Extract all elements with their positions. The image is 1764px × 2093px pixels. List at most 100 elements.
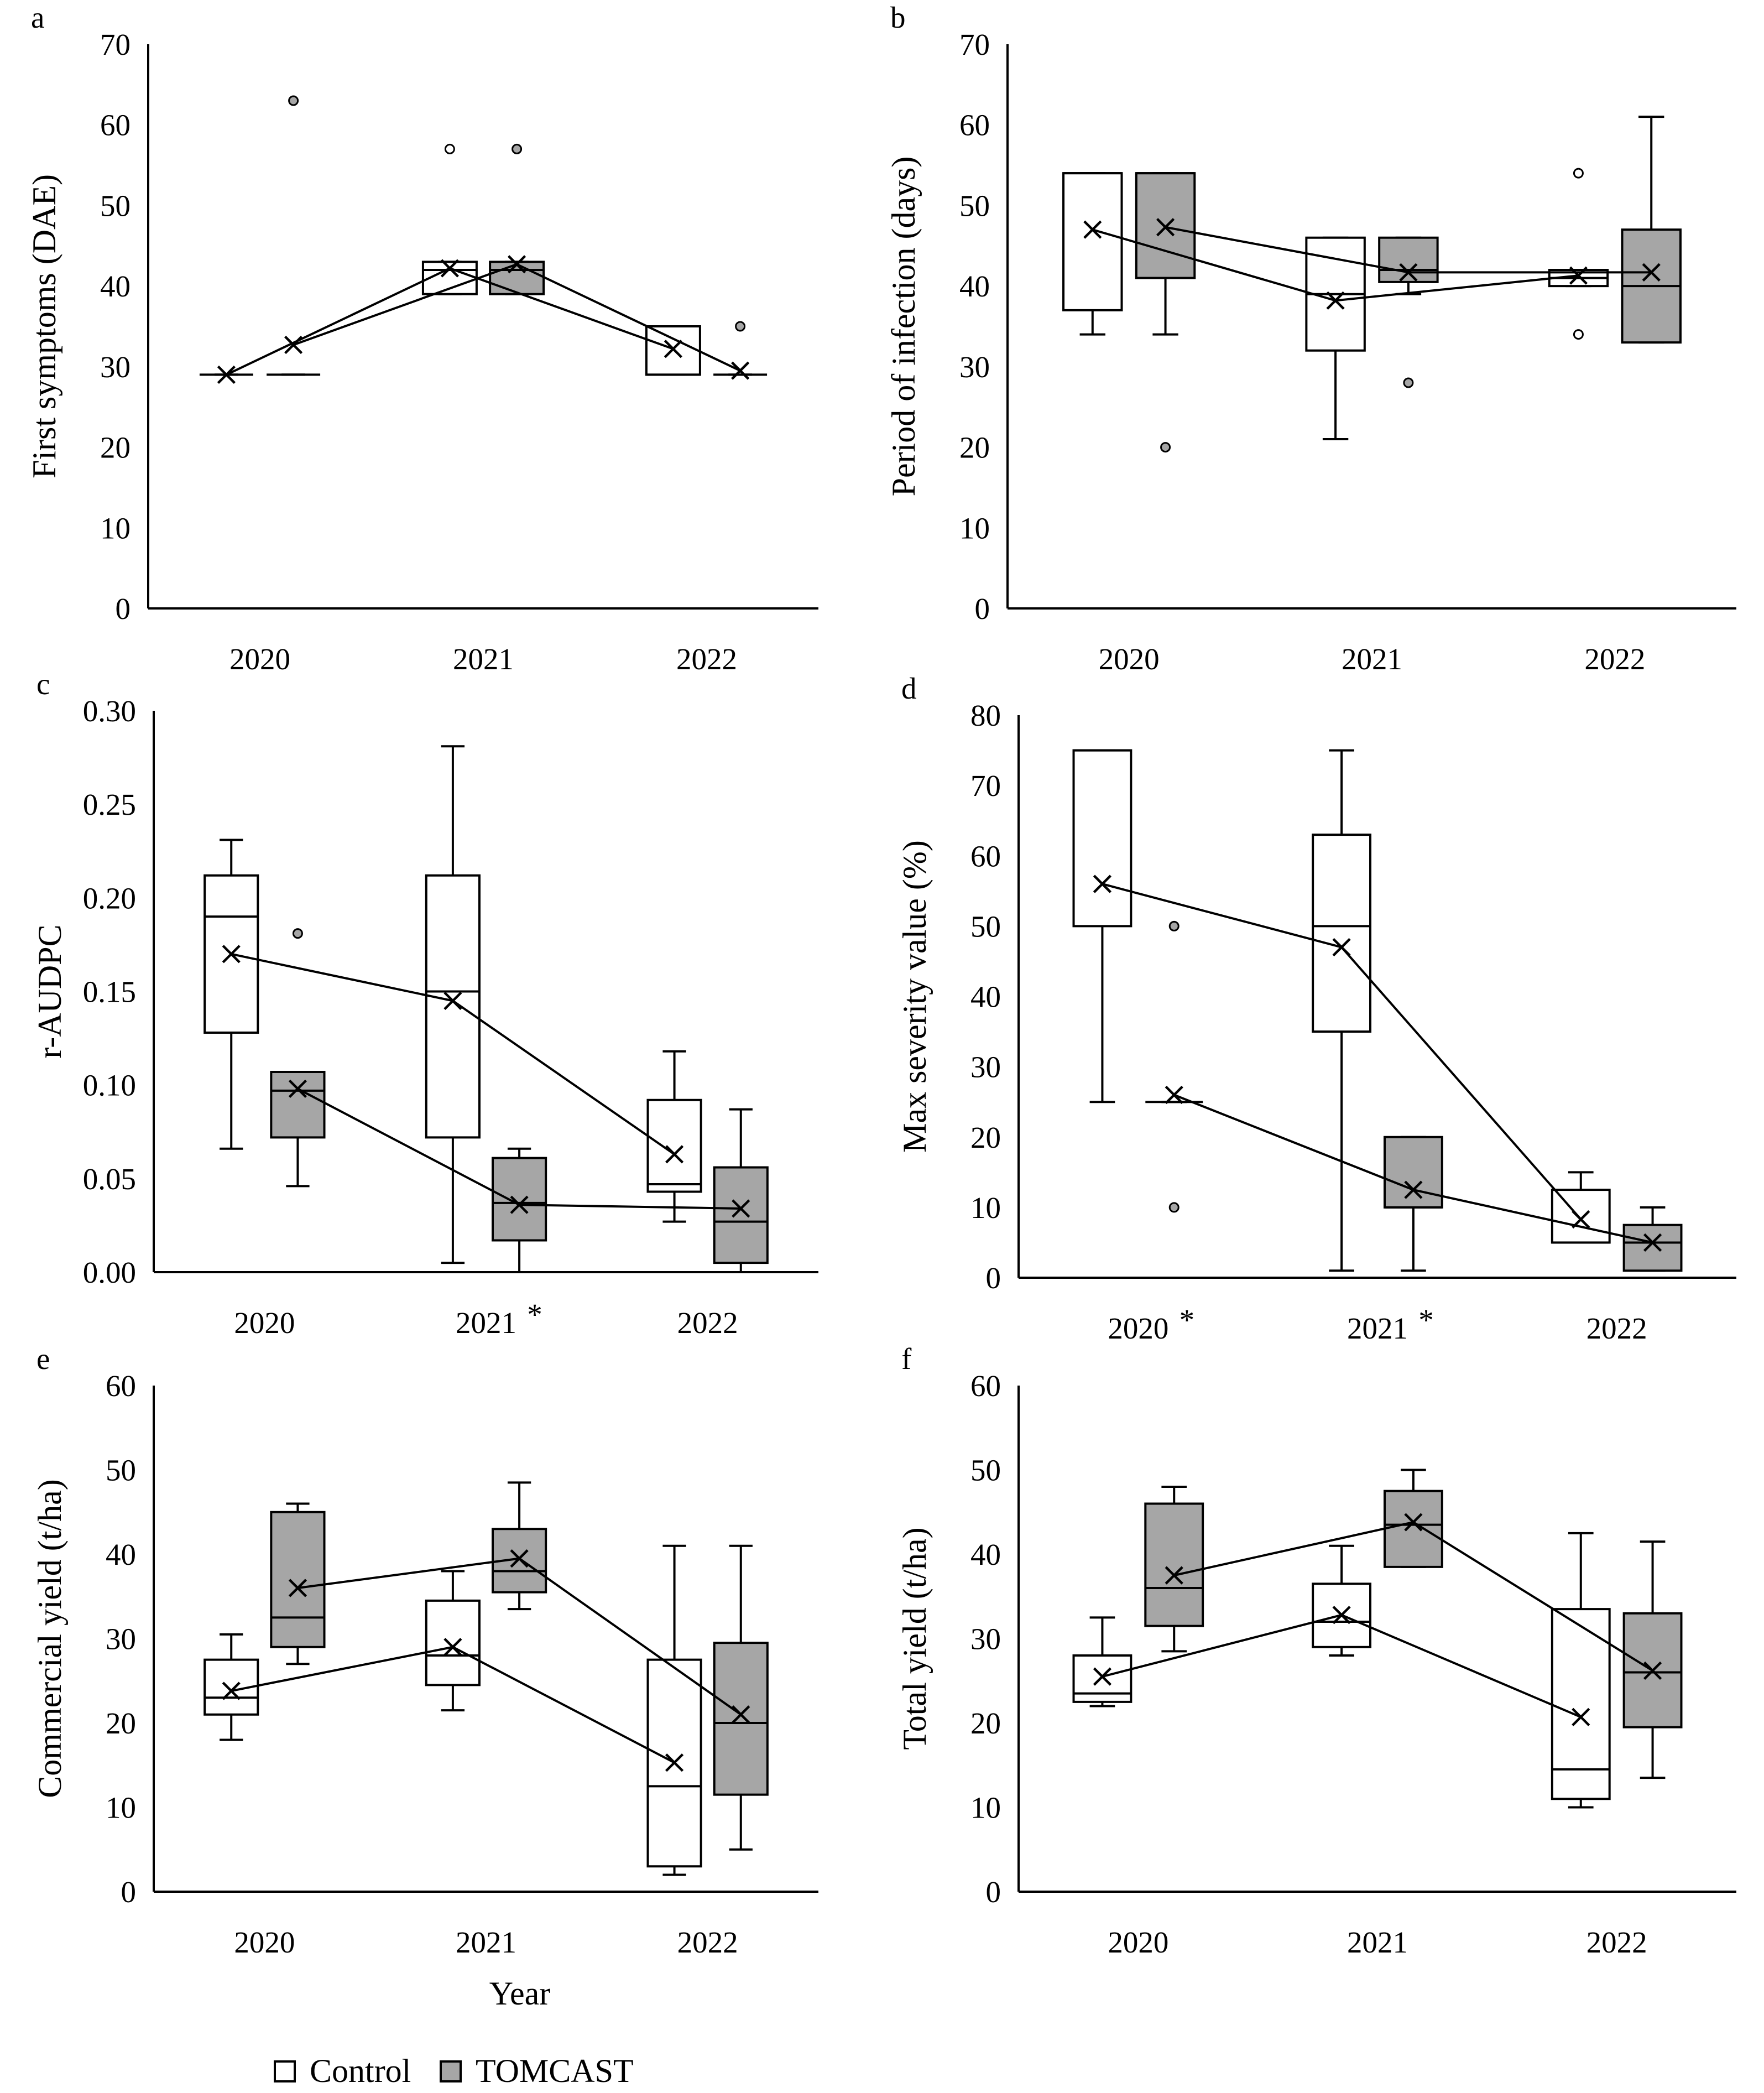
y-tick-label: 30 bbox=[970, 1622, 1001, 1656]
x-tick-label: 2021 bbox=[1347, 1311, 1408, 1345]
box-tomcast-2022 bbox=[713, 1108, 769, 1273]
y-tick-label: 20 bbox=[106, 1706, 136, 1740]
box-control-2021 bbox=[1305, 236, 1366, 440]
outlier-point bbox=[1573, 168, 1584, 179]
y-tick-label: 50 bbox=[100, 189, 131, 222]
y-axis-title: Period of infection (days) bbox=[885, 157, 922, 497]
x-tick-label: 2021 bbox=[453, 642, 514, 676]
y-tick-label: 0 bbox=[116, 592, 131, 626]
mean-marker-stroke bbox=[510, 1549, 529, 1568]
box-tomcast-2022 bbox=[713, 1544, 769, 1851]
x-tick-label: 2021 bbox=[1342, 642, 1402, 676]
box-body bbox=[1144, 1502, 1204, 1627]
y-tick-label: 10 bbox=[959, 511, 990, 545]
mean-marker-stroke bbox=[217, 365, 236, 384]
y-tick-label: 0.30 bbox=[83, 694, 136, 728]
outlier-point bbox=[1168, 920, 1180, 931]
box-control-2020 bbox=[1062, 172, 1123, 336]
mean-marker-stroke bbox=[222, 1681, 241, 1700]
box-body bbox=[270, 1511, 326, 1648]
outlier-point bbox=[1573, 329, 1584, 340]
mean-marker bbox=[1165, 1085, 1183, 1105]
mean-marker bbox=[1083, 220, 1102, 239]
mean-marker-stroke bbox=[664, 340, 682, 358]
y-tick-label: 40 bbox=[970, 1538, 1001, 1571]
box-body bbox=[713, 1166, 769, 1264]
panel-letter: f bbox=[901, 1342, 912, 1376]
mean-marker bbox=[508, 255, 526, 274]
box-control-2022 bbox=[1551, 1532, 1611, 1809]
legend-label-tomcast: TOMCAST bbox=[476, 2053, 634, 2089]
mean-marker bbox=[1332, 1606, 1351, 1625]
x-tick-label: 2022 bbox=[1586, 1311, 1647, 1345]
y-tick-label: 40 bbox=[959, 269, 990, 303]
mean-marker-stroke bbox=[1165, 1085, 1183, 1105]
box-body bbox=[492, 1157, 547, 1242]
y-tick-label: 50 bbox=[959, 189, 990, 222]
mean-marker-stroke bbox=[665, 1753, 684, 1772]
box-control-2022 bbox=[645, 325, 701, 376]
box-body bbox=[1622, 1223, 1683, 1272]
y-axis-title: Commercial yield (t/ha) bbox=[32, 1479, 68, 1798]
outlier-point bbox=[512, 143, 523, 154]
panel-f: f 0 10 20 30 40 50 60 Total yield (t/ha) 2020 2021… bbox=[896, 1342, 1736, 1959]
mean-marker-stroke bbox=[1093, 874, 1112, 893]
mean-marker bbox=[1404, 1513, 1423, 1532]
box-body bbox=[489, 261, 545, 295]
outlier-point bbox=[444, 143, 455, 154]
mean-marker-stroke bbox=[731, 361, 750, 380]
box-control-2022 bbox=[646, 1050, 702, 1223]
mean-marker-stroke bbox=[284, 335, 303, 355]
mean-marker bbox=[1093, 874, 1112, 893]
x-tick-label: 2020 bbox=[229, 642, 290, 676]
box-control-2020 bbox=[1072, 1616, 1132, 1707]
mean-marker-stroke bbox=[288, 1079, 307, 1098]
legend-swatch-tomcast bbox=[440, 2060, 462, 2082]
mean-marker bbox=[288, 1079, 307, 1098]
mean-marker bbox=[1165, 1566, 1183, 1585]
box-tomcast-2021 bbox=[1383, 1136, 1443, 1272]
box-tomcast-2022 bbox=[1621, 116, 1682, 344]
outlier-point bbox=[1168, 1202, 1180, 1213]
y-tick-label: 60 bbox=[970, 839, 1001, 873]
y-tick-label: 30 bbox=[970, 1050, 1001, 1084]
mean-marker-stroke bbox=[288, 1579, 307, 1597]
panel-c: c 0.00 0.05 0.10 0.15 0.20 0.25 0.30 r-AUDPC 2020… bbox=[32, 667, 818, 1340]
x-tick-label: 2022 bbox=[1586, 1925, 1647, 1959]
x-tick-label: 2021 bbox=[456, 1925, 516, 1959]
x-tick-label: 2020 bbox=[234, 1925, 295, 1959]
box-tomcast-2022 bbox=[713, 321, 768, 376]
y-tick-label: 40 bbox=[970, 980, 1001, 1014]
y-tick-label: 30 bbox=[100, 350, 131, 384]
mean-marker-stroke bbox=[1404, 1180, 1423, 1199]
box-tomcast-2021 bbox=[492, 1147, 547, 1273]
y-tick-label: 40 bbox=[100, 269, 131, 303]
mean-marker bbox=[1643, 1661, 1662, 1680]
y-tick-label: 0.05 bbox=[83, 1162, 136, 1196]
y-tick-label: 0.10 bbox=[83, 1069, 136, 1102]
mean-marker-stroke bbox=[1572, 1707, 1590, 1726]
box-body bbox=[425, 1599, 481, 1686]
x-tick-label: 2020 bbox=[1108, 1311, 1168, 1345]
panel-b: b 0 10 20 30 40 50 60 70 Period of infection (day… bbox=[885, 1, 1736, 676]
mean-marker bbox=[1642, 263, 1661, 282]
mean-marker bbox=[1399, 263, 1418, 282]
mean-marker bbox=[284, 335, 303, 355]
mean-marker bbox=[732, 1705, 750, 1724]
box-tomcast-2020 bbox=[1135, 172, 1196, 453]
mean-marker bbox=[1332, 938, 1351, 957]
box-body bbox=[1378, 236, 1439, 283]
y-tick-label: 10 bbox=[970, 1791, 1001, 1825]
mean-marker bbox=[732, 1199, 750, 1218]
outlier-point bbox=[1403, 377, 1414, 388]
panel-d: d 0 10 20 30 40 50 60 70 80 Max severity value (%)… bbox=[896, 671, 1736, 1345]
box-tomcast-2020 bbox=[1144, 1486, 1204, 1653]
x-tick-label: 2021 bbox=[456, 1306, 516, 1340]
x-tick-label: 2022 bbox=[1584, 642, 1645, 676]
mean-marker-stroke bbox=[510, 1195, 529, 1214]
box-control-2020 bbox=[1072, 749, 1132, 1103]
mean-marker bbox=[443, 991, 462, 1011]
mean-marker-stroke bbox=[1165, 1566, 1183, 1585]
y-tick-label: 10 bbox=[100, 511, 131, 545]
box-control-2022 bbox=[1548, 168, 1609, 340]
